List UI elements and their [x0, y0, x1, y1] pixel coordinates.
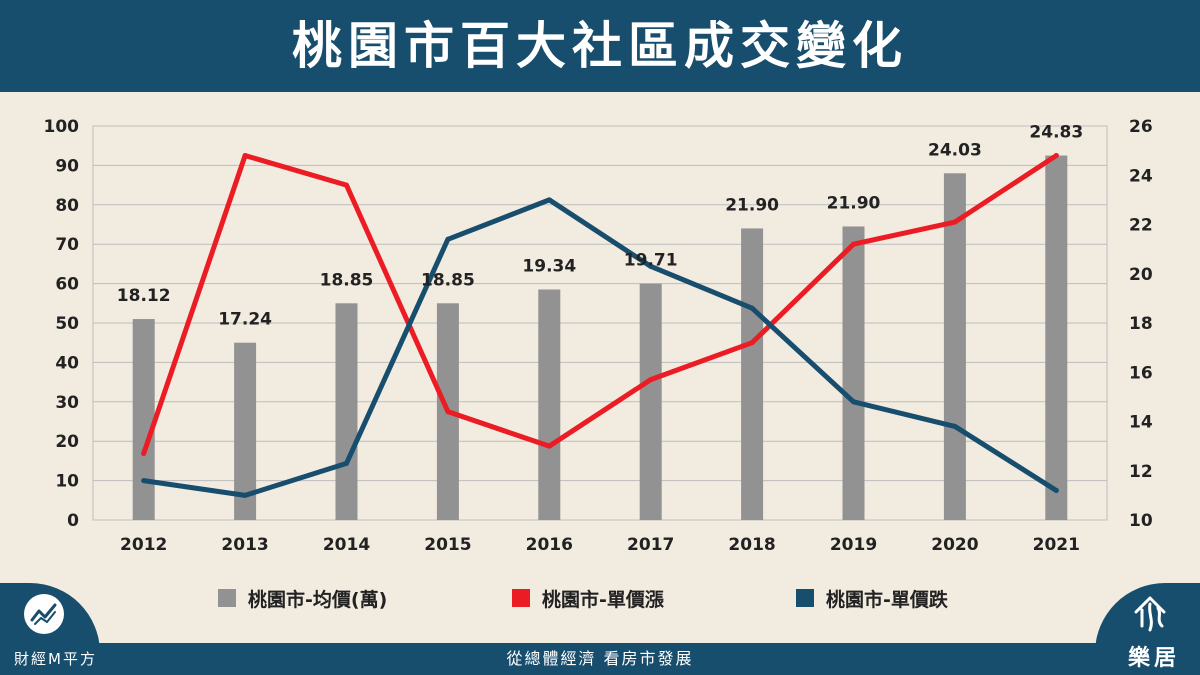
bar	[943, 173, 966, 520]
series-line-unit-up-point	[344, 182, 349, 188]
left-axis-tick: 50	[55, 314, 79, 334]
legend-item-unit-down: 桃園市-單價跌	[796, 580, 948, 616]
series-line-unit-up-point	[546, 443, 552, 449]
bar	[538, 289, 561, 520]
left-axis-tick: 70	[55, 235, 79, 255]
series-line-unit-up-point	[141, 451, 147, 457]
data-label: 21.90	[827, 193, 881, 213]
bar	[234, 342, 257, 520]
series-line-unit-down-point	[344, 460, 349, 466]
legend-label-unit-down: 桃園市-單價跌	[826, 588, 948, 611]
footer-bar	[0, 643, 1200, 675]
data-label: 17.24	[218, 310, 272, 330]
data-label: 18.85	[320, 270, 374, 290]
series-line-unit-down-point	[141, 478, 147, 484]
series-line-unit-down-point	[1053, 487, 1059, 493]
series-line-unit-down-point	[851, 399, 856, 405]
brand-right-label: 樂居	[1128, 646, 1181, 671]
data-label: 19.34	[522, 257, 576, 277]
x-axis-tick: 2015	[424, 535, 471, 555]
series-line-unit-up-point	[445, 409, 451, 415]
right-axis-tick: 22	[1129, 216, 1153, 236]
left-axis-tick: 100	[44, 117, 80, 137]
combo-chart: 0 10 20 30 40 50 60 70 80 90 100 10 12 14 16 18 20 22 24 26…	[44, 117, 1153, 555]
house-signature-icon	[1134, 596, 1166, 632]
page-title: 桃園市百大社區成交變化	[292, 17, 908, 75]
x-axis-tick: 2014	[323, 535, 370, 555]
bar	[132, 319, 155, 520]
series-line-unit-up-point	[952, 219, 958, 225]
bar	[639, 283, 662, 520]
left-axis-tick: 20	[55, 432, 79, 452]
x-axis-tick: 2012	[120, 535, 167, 555]
left-axis-tick: 60	[55, 275, 79, 295]
data-label: 24.83	[1029, 123, 1083, 143]
right-axis-tick: 14	[1129, 413, 1153, 433]
plot-frame	[92, 125, 1108, 521]
left-axis-tick: 90	[55, 156, 79, 176]
right-axis-tick: 12	[1129, 462, 1153, 482]
legend-swatch-blue	[796, 589, 814, 607]
right-axis-tick: 10	[1129, 511, 1153, 531]
series-line-unit-down-point	[242, 492, 248, 498]
data-label: 19.71	[624, 251, 678, 271]
right-axis-tick: 26	[1129, 117, 1153, 137]
data-label: 18.85	[421, 270, 475, 290]
legend-item-avg-price: 桃園市-均價(萬)	[218, 580, 387, 616]
series-line-unit-up-point	[851, 241, 856, 247]
legend-item-unit-up: 桃園市-單價漲	[512, 580, 664, 616]
right-axis-tick: 24	[1129, 166, 1153, 186]
x-axis-tick: 2016	[526, 535, 573, 555]
series-line-unit-up-point	[242, 153, 248, 159]
x-axis-tick: 2013	[221, 535, 268, 555]
right-axis-tick: 20	[1129, 265, 1153, 285]
bar	[335, 303, 358, 520]
footer-slogan: 從總體經濟 看房市發展	[506, 649, 694, 668]
series-line-unit-up-point	[648, 377, 654, 383]
bar	[1045, 155, 1068, 521]
data-label: 21.90	[725, 195, 779, 215]
right-axis-tick: 16	[1129, 363, 1153, 383]
left-axis-tick: 10	[55, 472, 79, 492]
x-axis-tick: 2021	[1033, 535, 1080, 555]
series-line-unit-down	[141, 197, 1059, 498]
series-line-unit-up	[141, 153, 1059, 457]
legend-swatch-red	[512, 589, 530, 607]
series-line-unit-up-point	[749, 340, 755, 346]
left-axis-tick: 80	[55, 196, 79, 216]
left-axis-tick: 30	[55, 393, 79, 413]
legend-label-avg-price: 桃園市-均價(萬)	[248, 588, 388, 611]
series-line-unit-down-point	[648, 263, 654, 269]
left-axis-tick: 40	[55, 353, 79, 373]
bar	[741, 228, 764, 520]
x-axis-tick: 2019	[830, 535, 877, 555]
series-line-unit-down-point	[546, 197, 552, 203]
series-line-unit-down-point	[445, 236, 451, 242]
header-bar	[0, 0, 1200, 92]
x-axis-tick: 2020	[931, 535, 978, 555]
legend-label-unit-up: 桃園市-單價漲	[542, 588, 664, 611]
left-axis-tick: 0	[67, 511, 79, 531]
series-line-unit-down-point	[952, 423, 958, 429]
right-axis-tick: 18	[1129, 314, 1153, 334]
chart-trend-icon	[24, 594, 64, 634]
brand-left-label: 財經M平方	[14, 650, 97, 668]
series-line-unit-up-point	[1053, 153, 1059, 159]
bar	[842, 226, 865, 520]
data-label: 18.12	[117, 286, 171, 306]
x-axis-tick: 2017	[627, 535, 674, 555]
x-axis-tick: 2018	[728, 535, 775, 555]
series-line-unit-down-point	[749, 305, 755, 311]
legend-swatch-gray	[218, 589, 236, 607]
data-label: 24.03	[928, 140, 982, 160]
